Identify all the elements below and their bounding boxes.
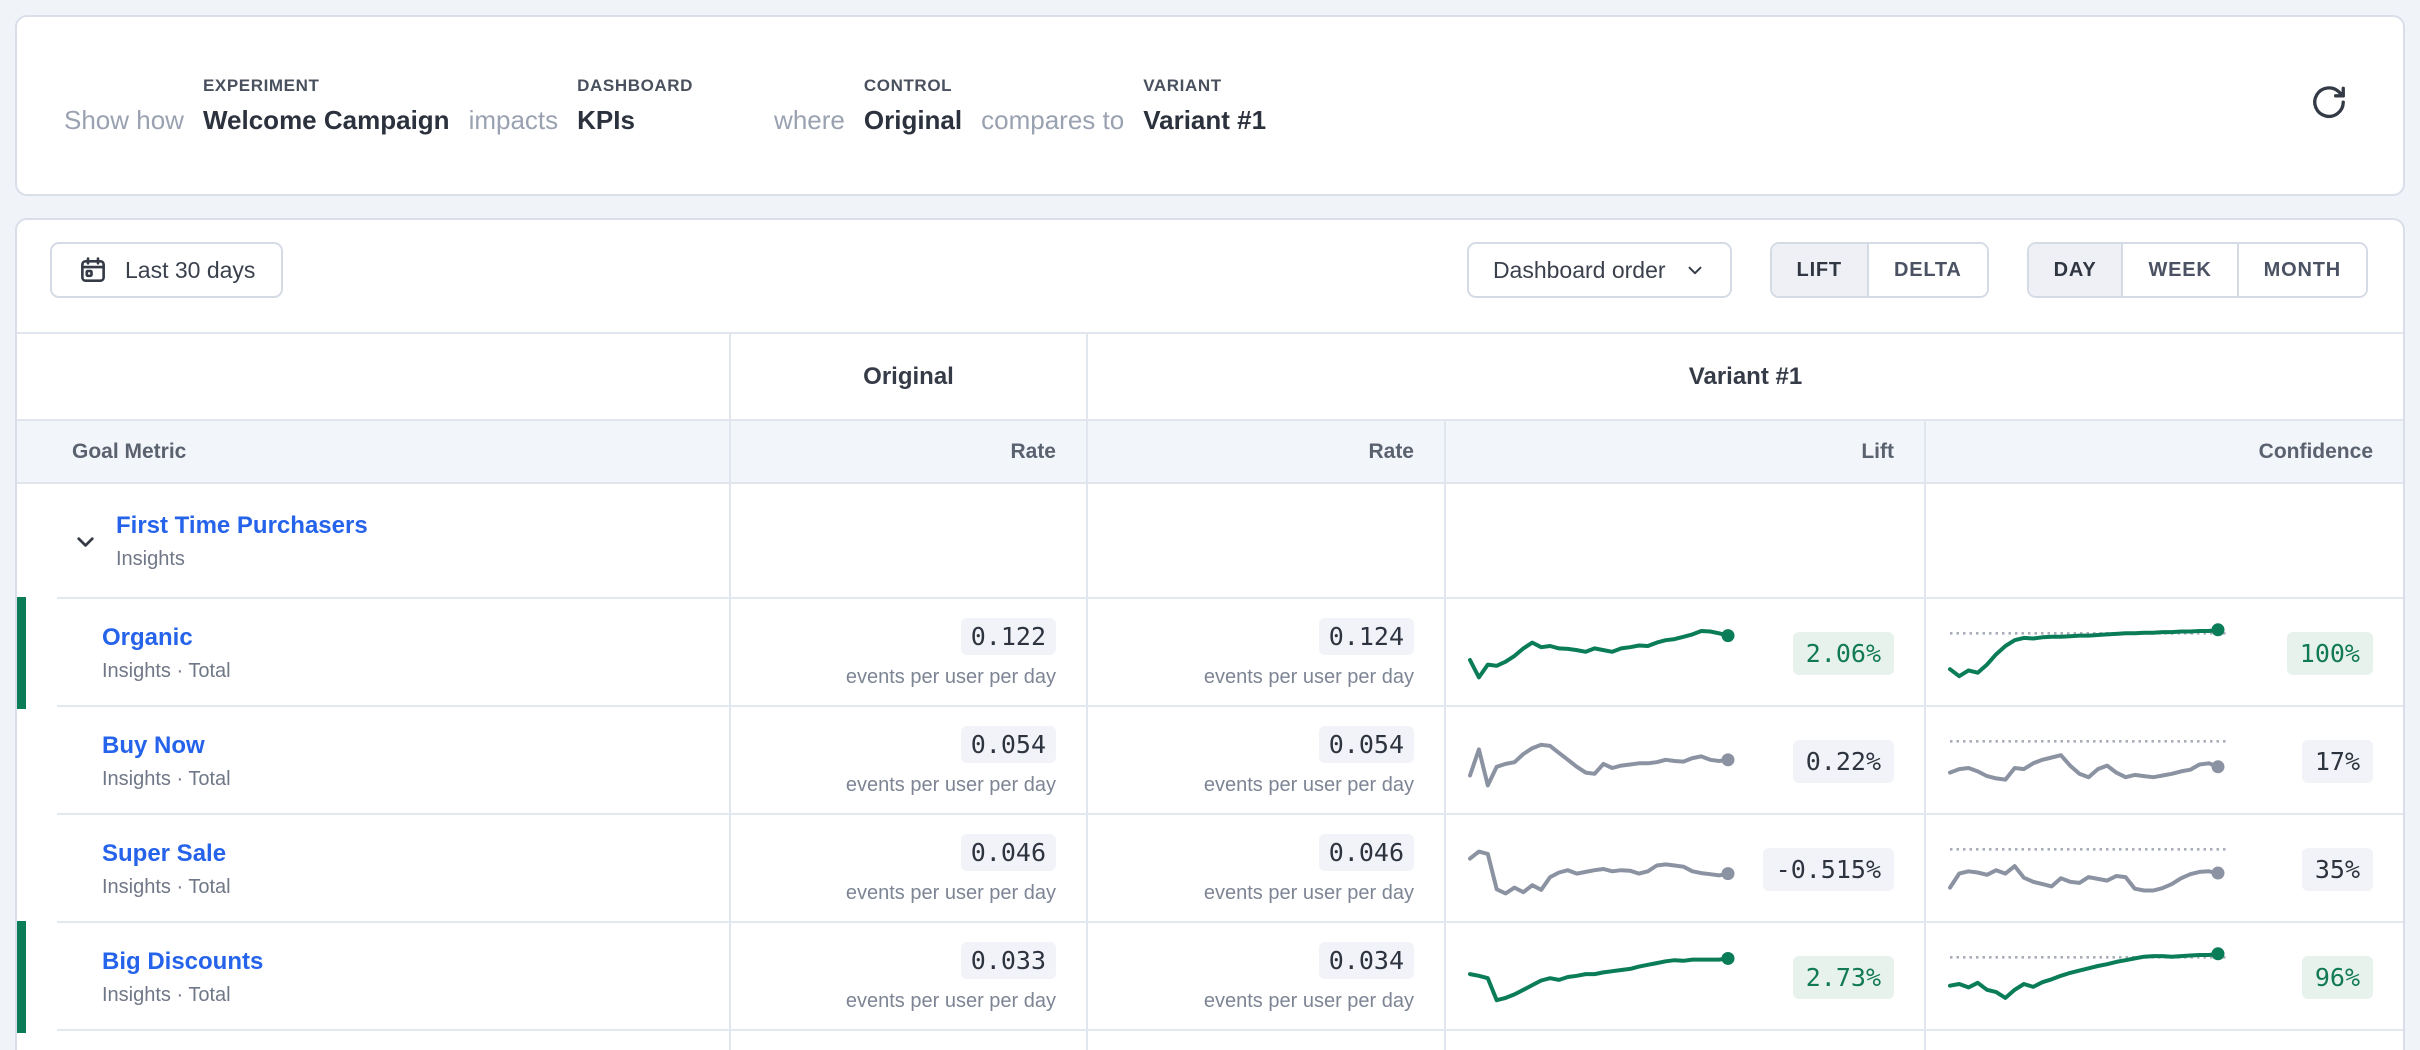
variant-picker[interactable]: VARIANT Variant #1	[1143, 76, 1266, 136]
dashboard-picker[interactable]: DASHBOARD KPIs	[577, 76, 693, 136]
table-row-first-time-purchasers: First Time Purchasers Insights	[17, 484, 2403, 599]
metric-subtitle: Insights	[116, 548, 185, 570]
metric-subtitle: Insights · Total	[102, 659, 231, 682]
experiment-sentence: Show how EXPERIMENT Welcome Campaign imp…	[64, 76, 1266, 136]
dashboard-order-dropdown[interactable]: Dashboard order	[1466, 242, 1732, 298]
collapse-row-button[interactable]	[72, 528, 99, 555]
refresh-button[interactable]	[2305, 78, 2353, 126]
original-rate-value: 0.046	[960, 833, 1056, 871]
original-rate-value: 0.033	[960, 941, 1056, 979]
metric-link[interactable]: Organic	[102, 623, 193, 651]
lift-sparkline	[1468, 951, 1735, 1003]
chevron-down-icon	[77, 537, 94, 547]
metric-subtitle: Insights · Total	[102, 983, 231, 1006]
lift-sparkline	[1468, 629, 1735, 680]
toggle-option-delta[interactable]: DELTA	[1866, 244, 1987, 296]
lift-value: -0.515%	[1762, 847, 1894, 891]
metric-subtitle: Insights · Total	[102, 875, 231, 898]
rate-unit: events per user per day	[845, 881, 1056, 904]
table-group-header: Original Variant #1	[17, 334, 2403, 419]
control-label: CONTROL	[863, 75, 953, 95]
granularity-toggle: DAY WEEK MONTH	[2026, 242, 2368, 298]
toggle-option-month[interactable]: MONTH	[2236, 244, 2366, 296]
table-row-organic: Organic Insights · Total 0.122 events pe…	[17, 597, 2403, 709]
dashboard-value[interactable]: KPIs	[577, 104, 635, 135]
lift-delta-toggle: LIFT DELTA	[1769, 242, 1989, 298]
table-row-partial	[17, 1031, 2403, 1050]
lift-value: 2.73%	[1792, 955, 1894, 999]
confidence-value: 100%	[2286, 631, 2373, 675]
toggle-option-day[interactable]: DAY	[2028, 244, 2122, 296]
confidence-sparkline	[1948, 739, 2226, 782]
table-row-super-sale: Super Sale Insights · Total 0.046 events…	[17, 815, 2403, 923]
rate-unit: events per user per day	[845, 989, 1056, 1012]
variant-label: VARIANT	[1143, 75, 1222, 95]
kpi-dashboard-card: Last 30 days Dashboard order LIFT DELTA …	[15, 218, 2405, 1050]
confidence-sparkline	[1948, 623, 2226, 679]
metric-link[interactable]: First Time Purchasers	[116, 512, 368, 539]
refresh-icon	[2313, 85, 2345, 118]
sentence-impacts: impacts	[468, 104, 559, 135]
rate-unit: events per user per day	[1203, 773, 1414, 796]
rate-unit: events per user per day	[1203, 989, 1414, 1012]
control-value[interactable]: Original	[863, 104, 963, 135]
lead-text: Show how	[64, 104, 184, 135]
rate-unit: events per user per day	[845, 773, 1056, 796]
variant-rate-value: 0.046	[1318, 833, 1414, 871]
experiment-picker[interactable]: EXPERIMENT Welcome Campaign	[203, 76, 450, 136]
chevron-down-icon	[1688, 266, 1702, 275]
col-lift: Lift	[1444, 421, 1924, 482]
dashboard-label: DASHBOARD	[577, 75, 694, 95]
group-header-variant: Variant #1	[1086, 334, 2403, 419]
rate-unit: events per user per day	[845, 665, 1056, 688]
confidence-value: 96%	[2301, 955, 2373, 999]
original-rate-value: 0.054	[960, 725, 1056, 763]
kpi-table: Original Variant #1 Goal Metric Rate Rat…	[17, 332, 2403, 1050]
metric-subtitle: Insights · Total	[102, 767, 231, 790]
date-range-label: Last 30 days	[125, 256, 256, 283]
lift-value: 2.06%	[1792, 631, 1894, 675]
experiment-label: EXPERIMENT	[202, 75, 320, 95]
variant-rate-value: 0.054	[1318, 725, 1414, 763]
confidence-sparkline	[1948, 947, 2226, 1000]
confidence-value: 17%	[2301, 739, 2373, 783]
lift-sparkline	[1468, 849, 1735, 896]
sentence-where: where	[774, 104, 845, 135]
lift-sparkline	[1468, 742, 1735, 788]
experiment-summary-card: Show how EXPERIMENT Welcome Campaign imp…	[15, 15, 2405, 196]
col-rate-variant: Rate	[1086, 421, 1444, 482]
original-rate-value: 0.122	[960, 617, 1056, 655]
col-goal-metric: Goal Metric	[72, 439, 187, 463]
col-rate-original: Rate	[729, 421, 1086, 482]
lift-value: 0.22%	[1792, 739, 1894, 783]
date-range-button[interactable]: Last 30 days	[50, 242, 284, 298]
experiment-value[interactable]: Welcome Campaign	[202, 104, 450, 135]
table-row-big-discounts: Big Discounts Insights · Total 0.033 eve…	[17, 921, 2403, 1033]
group-header-original: Original	[729, 334, 1086, 419]
toggle-option-week[interactable]: WEEK	[2121, 244, 2237, 296]
confidence-sparkline	[1948, 847, 2226, 893]
metric-link[interactable]: Buy Now	[102, 731, 205, 759]
sentence-lead: Show how	[64, 105, 184, 136]
toggle-option-lift[interactable]: LIFT	[1771, 244, 1867, 296]
metric-link[interactable]: Super Sale	[102, 839, 227, 867]
confidence-value: 35%	[2301, 847, 2373, 891]
calendar-icon	[81, 257, 105, 282]
rate-unit: events per user per day	[1203, 665, 1414, 688]
table-row-buy-now: Buy Now Insights · Total 0.054 events pe…	[17, 707, 2403, 815]
variant-value[interactable]: Variant #1	[1143, 104, 1267, 135]
dashboard-order-label: Dashboard order	[1492, 256, 1666, 283]
toolbar: Last 30 days Dashboard order LIFT DELTA …	[50, 242, 2368, 298]
variant-rate-value: 0.034	[1318, 941, 1414, 979]
col-confidence: Confidence	[1924, 421, 2403, 482]
rate-unit: events per user per day	[1203, 881, 1414, 904]
metric-link[interactable]: Big Discounts	[102, 947, 264, 975]
toolbar-right: Dashboard order LIFT DELTA DAY WEEK MONT…	[1466, 242, 2368, 298]
variant-rate-value: 0.124	[1318, 617, 1414, 655]
table-column-header: Goal Metric Rate Rate Lift Confidence	[17, 419, 2403, 484]
sentence-compares-to: compares to	[981, 104, 1125, 135]
control-picker[interactable]: CONTROL Original	[864, 76, 962, 136]
